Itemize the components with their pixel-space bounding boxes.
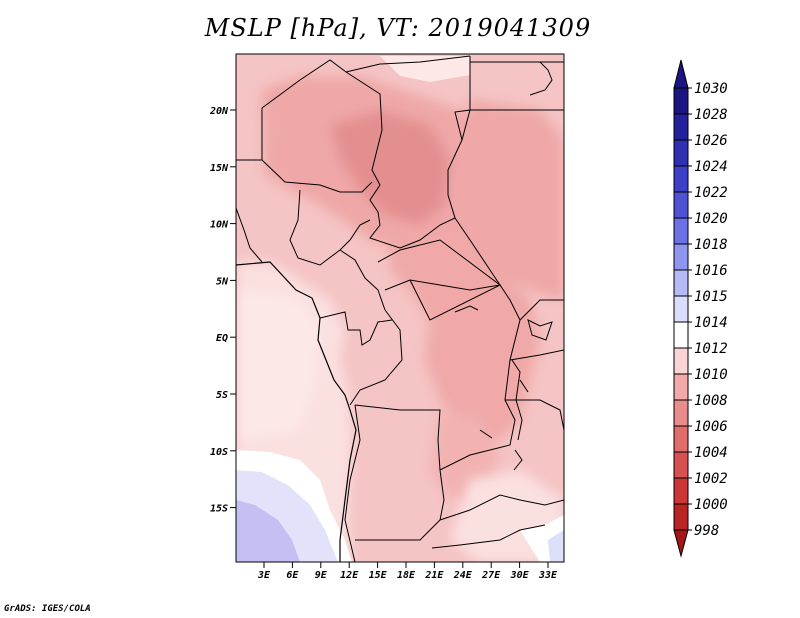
colorbar-label: 1024 [694,159,728,175]
colorbar-label: 998 [694,523,719,539]
lat-label: 10N [210,220,229,231]
colorbar: 1030 1028 1026 1024 1022 1020 1018 1016 1015 1014… [673,59,728,558]
colorbar-swatch [673,399,689,427]
lat-label: EQ [216,333,228,344]
colorbar-swatch [673,477,689,505]
colorbar-swatch [673,373,689,401]
colorbar-label: 1022 [694,185,728,201]
lat-label: 5N [216,276,229,287]
colorbar-label: 1026 [694,133,728,149]
colorbar-swatch [673,295,689,323]
colorbar-label: 1002 [694,471,728,487]
pressure-field [236,54,564,562]
colorbar-swatch [673,269,689,297]
colorbar-label: 1000 [694,497,728,513]
lon-label: 33E [538,570,558,581]
colorbar-label: 1016 [694,263,728,279]
colorbar-swatch [673,243,689,271]
colorbar-swatch [673,87,689,115]
lon-label: 18E [397,570,416,581]
lon-label: 3E [257,570,271,581]
lon-label: 27E [481,570,501,581]
colorbar-label: 1018 [694,237,728,253]
colorbar-label: 1008 [694,393,728,409]
lon-label: 15E [369,570,388,581]
colorbar-swatch [673,451,689,479]
colorbar-swatch [673,425,689,453]
latitude-axis: 20N 15N 10N 5N EQ 5S 10S 15S [209,106,236,515]
lon-label: 6E [286,570,299,581]
longitude-axis: 3E 6E 9E 12E 15E 18E 21E 24E 27E 30E 33E [257,562,558,581]
colorbar-swatch [673,165,689,193]
colorbar-label: 1004 [694,445,728,461]
lat-label: 20N [209,106,229,117]
colorbar-swatch [673,113,689,141]
lat-label: 10S [210,447,228,458]
footer-credit: GrADS: IGES/COLA [4,604,91,614]
colorbar-label: 1015 [694,289,728,305]
lon-label: 12E [340,570,359,581]
map-title: MSLP [hPa], VT: 2019041309 [204,14,592,42]
colorbar-cap-bottom [673,529,689,558]
colorbar-label: 1012 [694,341,728,357]
colorbar-label: 1020 [694,211,728,227]
colorbar-swatch [673,321,689,349]
colorbar-label: 1010 [694,367,728,383]
plot-frame [235,53,565,563]
colorbar-swatch [673,139,689,167]
colorbar-swatch [673,347,689,375]
colorbar-swatch [673,217,689,245]
lat-label: 5S [216,390,228,401]
colorbar-label: 1028 [694,107,728,123]
lon-label: 21E [424,570,444,581]
lat-label: 15N [210,163,229,174]
lat-label: 15S [210,504,228,515]
lon-label: 9E [315,570,328,581]
lon-label: 24E [453,570,473,581]
colorbar-cap-top [673,59,689,89]
colorbar-swatch [673,191,689,219]
country-borders [236,55,564,562]
colorbar-label: 1006 [694,419,728,435]
colorbar-label: 1014 [694,315,728,331]
colorbar-label: 1030 [694,81,728,97]
lon-label: 30E [510,570,530,581]
colorbar-swatch [673,503,689,531]
